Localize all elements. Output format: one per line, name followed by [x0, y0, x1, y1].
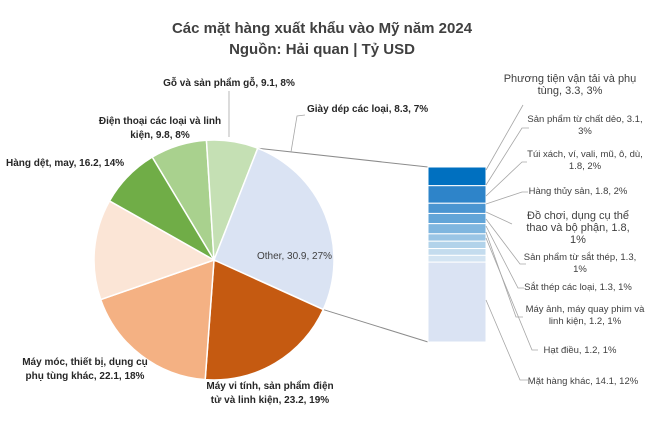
leader-lines	[228, 91, 538, 381]
connector-bottom	[323, 309, 429, 343]
leader-bar-4	[485, 211, 513, 225]
pie-slice-3	[204, 258, 325, 381]
leader-pie-1	[290, 114, 306, 153]
bar-label-7: Máy ảnh, máy quay phim và linh kiện, 1.2,…	[526, 304, 646, 327]
bar-segment-6	[427, 240, 487, 250]
leader-bar-0	[485, 104, 524, 171]
bar-label-0: Phương tiện vận tải và phụ tùng, 3.3, 3%	[504, 73, 637, 97]
bar-segment-4	[427, 223, 487, 235]
bar-label-1: Sản phẩm từ chất dẻo, 3.1, 3%	[527, 114, 642, 137]
bar-segment-1	[427, 185, 487, 204]
leader-bar-3	[485, 191, 528, 205]
pie-slice-2	[213, 147, 335, 311]
bar-segment-8	[427, 254, 487, 263]
bar-segment-9	[427, 261, 487, 343]
bar-segment-7	[427, 248, 487, 256]
bar-label-6: Sắt thép các loại, 1.3, 1%	[524, 282, 632, 293]
leader-bar-8	[485, 237, 538, 351]
pie-label-4: Máy móc, thiết bị, dụng cụ phụ tùng khác,…	[22, 356, 148, 382]
bar-label-8: Hạt điều, 1.2, 1%	[544, 345, 617, 356]
bar-segment-5	[427, 233, 487, 242]
bar-label-9: Mặt hàng khác, 14.1, 12%	[528, 376, 639, 387]
bar-label-3: Hàng thủy sản, 1.8, 2%	[529, 186, 628, 197]
bar-segment-2	[427, 202, 487, 214]
bar-segment-3	[427, 212, 487, 225]
connector-top	[257, 147, 429, 168]
bar-label-4: Đồ chơi, dụng cụ thể thao và bộ phận, 1.8…	[526, 210, 629, 246]
pie-slices	[93, 139, 335, 381]
leader-bar-9	[485, 299, 528, 381]
bar-label-5: Sản phẩm từ sắt thép, 1.3, 1%	[524, 252, 637, 275]
leader-bar-1	[485, 127, 529, 186]
leader-bar-6	[485, 225, 524, 289]
leader-bar-7	[485, 231, 523, 318]
data-labels: Gỗ và sản phẩm gỗ, 9.1, 8% Giày dép các l…	[6, 73, 645, 406]
pie-slice-6	[108, 156, 217, 263]
chart-title: Các mặt hàng xuất khẩu vào Mỹ năm 2024	[172, 20, 473, 37]
connector-lines	[257, 147, 429, 343]
pie-label-1: Giày dép các loại, 8.3, 7%	[307, 104, 428, 115]
pie-label-3: Máy vi tính, sản phẩm điện tử và linh kiệ…	[206, 380, 333, 406]
pie-slice-5	[93, 199, 216, 301]
bar-segments	[427, 166, 487, 343]
chart-subtitle: Nguồn: Hải quan | Tỷ USD	[229, 41, 415, 58]
pie-label-2: Other, 30.9, 27%	[257, 251, 332, 262]
pie-label-5: Hàng dệt, may, 16.2, 14%	[6, 158, 124, 169]
pie-label-6: Điện thoại các loại và linh kiện, 9.8, 8%	[99, 116, 221, 141]
bar-segment-0	[427, 166, 487, 187]
leader-bar-5	[485, 218, 526, 265]
leader-bar-2	[485, 161, 527, 197]
pie-label-0: Gỗ và sản phẩm gỗ, 9.1, 8%	[163, 76, 295, 89]
bar-label-2: Túi xách, ví, vali, mũ, ô, dù, 1.8, 2%	[527, 149, 643, 172]
